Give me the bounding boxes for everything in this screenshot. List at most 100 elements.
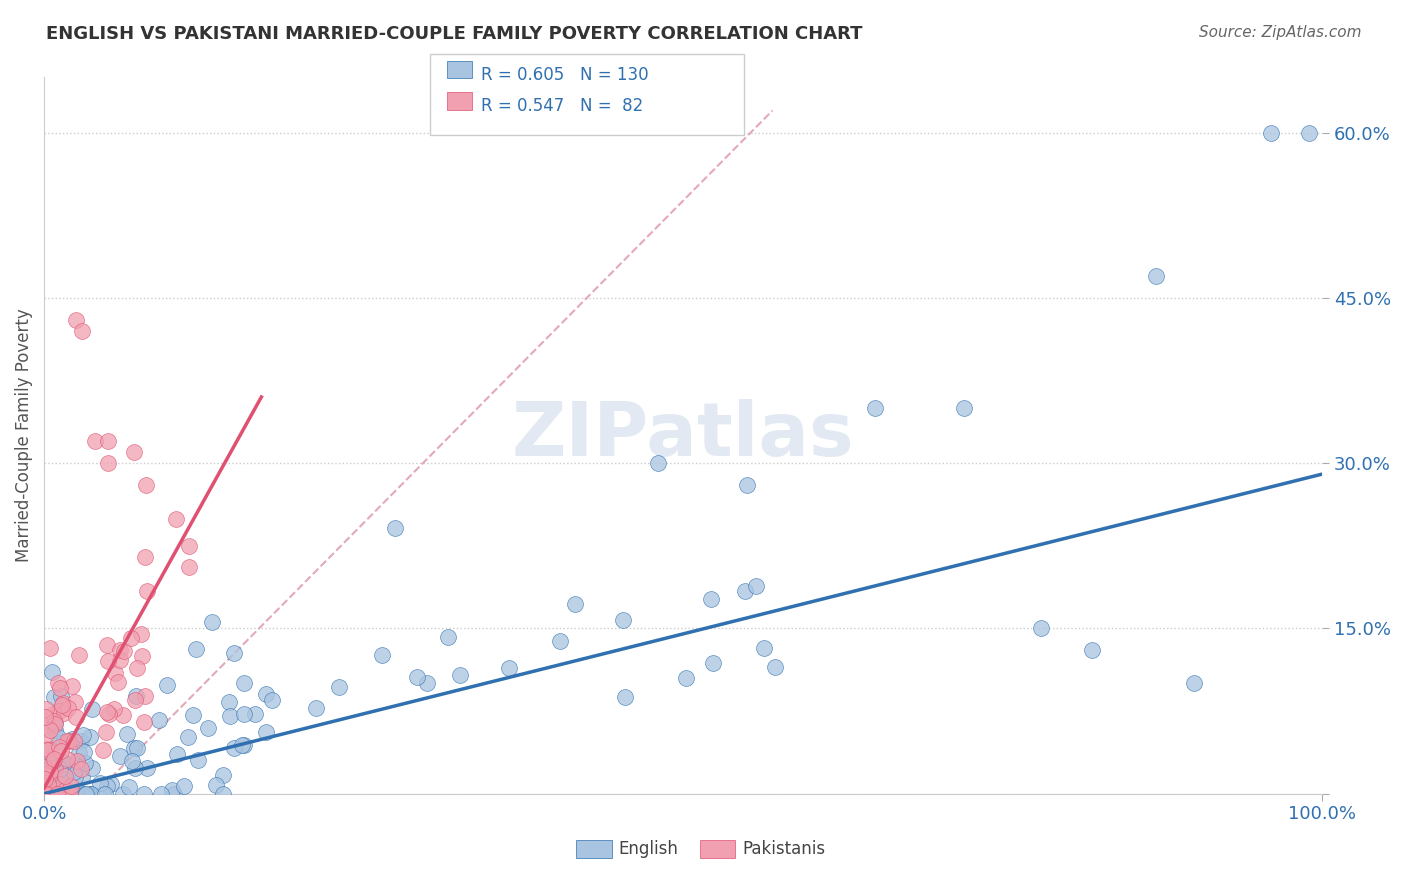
Point [44, 715, 66, 730]
Text: Source: ZipAtlas.com: Source: ZipAtlas.com [1198, 25, 1361, 40]
Point [124, 761, 146, 775]
Point [124, 692, 146, 706]
Point [60, 732, 83, 747]
Point [70, 787, 93, 801]
Point [37, 748, 59, 763]
Point [498, 661, 520, 675]
Point [39, 787, 62, 801]
Point [108, 653, 131, 667]
Point [127, 741, 149, 756]
Point [675, 671, 697, 685]
Point [51, 698, 73, 712]
Point [56, 756, 79, 771]
Point [177, 540, 200, 554]
Point [953, 401, 976, 415]
Point [160, 782, 183, 797]
Point [449, 667, 471, 681]
Point [56, 752, 79, 766]
Point [1182, 676, 1205, 690]
Point [51, 780, 73, 794]
Point [134, 549, 156, 564]
Point [416, 676, 439, 690]
Point [80, 787, 103, 801]
Text: R = 0.547   N =  82: R = 0.547 N = 82 [481, 97, 643, 115]
Point [52, 760, 75, 774]
Point [104, 665, 127, 680]
Point [212, 768, 235, 782]
Point [38, 751, 60, 765]
Point [73, 745, 96, 759]
Point [173, 779, 195, 793]
Point [49, 762, 72, 776]
Point [176, 730, 198, 744]
Point [121, 754, 143, 768]
Point [37, 774, 59, 789]
Point [67, 648, 90, 662]
Point [44, 690, 66, 704]
Point [58, 787, 80, 801]
Point [44, 716, 66, 731]
Point [62, 765, 84, 780]
Point [132, 715, 155, 730]
Point [44, 765, 66, 780]
Point [65, 313, 87, 327]
Point [41, 665, 63, 680]
Point [72, 729, 94, 743]
Point [44, 752, 66, 766]
Point [80, 787, 103, 801]
Point [437, 631, 460, 645]
Point [48, 777, 70, 791]
Point [231, 738, 253, 752]
Text: R = 0.605   N = 130: R = 0.605 N = 130 [481, 66, 648, 84]
Point [181, 708, 204, 723]
Point [201, 615, 224, 630]
Point [165, 512, 187, 526]
Point [73, 756, 96, 770]
Point [49, 690, 72, 704]
Point [70, 762, 93, 776]
Point [34, 760, 56, 774]
Point [44, 762, 66, 776]
Point [42, 787, 65, 801]
Point [734, 583, 756, 598]
Point [184, 642, 207, 657]
Point [70, 770, 93, 784]
Point [305, 700, 328, 714]
Point [41, 787, 63, 801]
Point [131, 649, 153, 664]
Point [46, 784, 69, 798]
Point [125, 661, 148, 675]
Point [63, 787, 86, 801]
Point [108, 643, 131, 657]
Point [41, 787, 63, 801]
Point [233, 706, 256, 721]
Point [384, 521, 406, 535]
Point [34, 718, 56, 732]
Point [132, 787, 155, 801]
Point [35, 787, 58, 801]
Point [46, 787, 69, 801]
Point [41, 706, 63, 721]
Point [1260, 126, 1282, 140]
Point [93, 743, 115, 757]
Point [41, 755, 63, 769]
Point [699, 592, 721, 607]
Point [39, 768, 62, 782]
Point [80, 702, 103, 716]
Point [262, 693, 284, 707]
Point [256, 725, 278, 739]
Point [1081, 643, 1104, 657]
Point [52, 706, 75, 720]
Point [219, 709, 242, 723]
Point [35, 741, 58, 756]
Point [38, 787, 60, 801]
Point [97, 456, 120, 470]
Point [1144, 268, 1167, 283]
Point [46, 730, 69, 744]
Point [612, 613, 634, 627]
Point [62, 787, 84, 801]
Point [177, 560, 200, 574]
Point [63, 695, 86, 709]
Point [148, 714, 170, 728]
Point [205, 778, 228, 792]
